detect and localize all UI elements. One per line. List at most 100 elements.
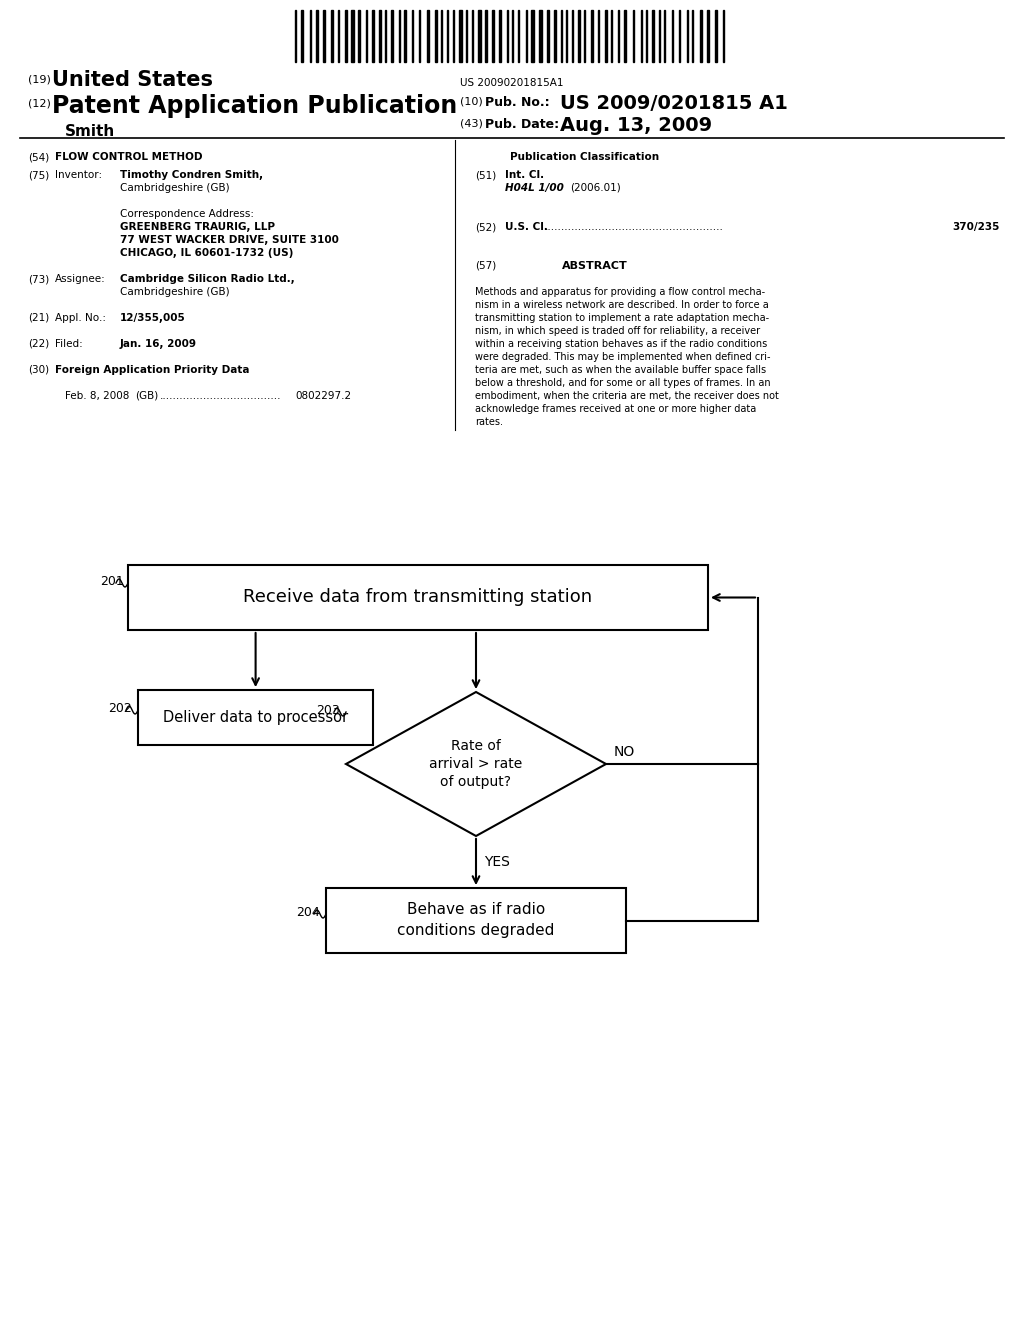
- Text: (30): (30): [28, 366, 49, 375]
- Text: Behave as if radio
conditions degraded: Behave as if radio conditions degraded: [397, 903, 555, 939]
- Text: below a threshold, and for some or all types of frames. In an: below a threshold, and for some or all t…: [475, 378, 771, 388]
- Bar: [692, 11, 693, 62]
- Bar: [512, 11, 513, 62]
- Bar: [658, 11, 659, 62]
- Text: (51): (51): [475, 170, 497, 180]
- Text: US 20090201815A1: US 20090201815A1: [460, 78, 564, 88]
- Bar: [366, 11, 367, 62]
- Text: were degraded. This may be implemented when defined cri-: were degraded. This may be implemented w…: [475, 352, 770, 362]
- Text: Jan. 16, 2009: Jan. 16, 2009: [120, 339, 197, 348]
- Bar: [531, 11, 534, 62]
- Bar: [453, 11, 454, 62]
- Text: Filed:: Filed:: [55, 339, 83, 348]
- Text: Inventor:: Inventor:: [55, 170, 102, 180]
- Text: transmitting station to implement a rate adaptation mecha-: transmitting station to implement a rate…: [475, 313, 769, 323]
- Text: Correspondence Address:: Correspondence Address:: [120, 209, 254, 219]
- Bar: [723, 11, 724, 62]
- Bar: [404, 11, 407, 62]
- Bar: [578, 11, 580, 62]
- Bar: [446, 11, 449, 62]
- Bar: [338, 11, 339, 62]
- Text: YES: YES: [484, 855, 510, 869]
- Bar: [391, 11, 393, 62]
- Bar: [611, 11, 612, 62]
- Text: FLOW CONTROL METHOD: FLOW CONTROL METHOD: [55, 152, 203, 162]
- Bar: [618, 11, 620, 62]
- Text: (22): (22): [28, 339, 49, 348]
- Text: Patent Application Publication: Patent Application Publication: [52, 94, 458, 117]
- Bar: [441, 11, 442, 62]
- Bar: [598, 11, 599, 62]
- Bar: [715, 11, 717, 62]
- Bar: [566, 11, 567, 62]
- Bar: [641, 11, 642, 62]
- Text: Methods and apparatus for providing a flow control mecha-: Methods and apparatus for providing a fl…: [475, 286, 765, 297]
- Text: 203: 203: [316, 704, 340, 717]
- Text: 202: 202: [109, 702, 132, 715]
- Bar: [138, 690, 373, 744]
- Text: US 2009/0201815 A1: US 2009/0201815 A1: [560, 94, 787, 114]
- Bar: [492, 11, 495, 62]
- Text: nism, in which speed is traded off for reliability, a receiver: nism, in which speed is traded off for r…: [475, 326, 760, 337]
- Bar: [412, 11, 414, 62]
- Text: NO: NO: [614, 744, 635, 759]
- Text: (GB): (GB): [135, 391, 159, 401]
- Bar: [434, 11, 437, 62]
- Text: Publication Classification: Publication Classification: [510, 152, 659, 162]
- Bar: [419, 11, 420, 62]
- Text: (12): (12): [28, 98, 51, 108]
- Bar: [460, 11, 462, 62]
- Bar: [652, 11, 654, 62]
- Text: (73): (73): [28, 275, 49, 284]
- Text: embodiment, when the criteria are met, the receiver does not: embodiment, when the criteria are met, t…: [475, 391, 779, 401]
- Bar: [380, 11, 381, 62]
- Bar: [427, 11, 429, 62]
- Text: (19): (19): [28, 75, 51, 84]
- Text: H04L 1/00: H04L 1/00: [505, 183, 564, 193]
- Text: 12/355,005: 12/355,005: [120, 313, 185, 323]
- Bar: [585, 11, 586, 62]
- Bar: [525, 11, 527, 62]
- Text: nism in a wireless network are described. In order to force a: nism in a wireless network are described…: [475, 300, 769, 310]
- Bar: [507, 11, 508, 62]
- Bar: [707, 11, 710, 62]
- Text: Pub. Date:: Pub. Date:: [485, 117, 559, 131]
- Bar: [398, 11, 399, 62]
- Text: Smith: Smith: [65, 124, 116, 139]
- Text: (43): (43): [460, 117, 483, 128]
- Text: U.S. Cl.: U.S. Cl.: [505, 222, 548, 232]
- Text: Aug. 13, 2009: Aug. 13, 2009: [560, 116, 712, 135]
- Bar: [331, 11, 333, 62]
- Text: Int. Cl.: Int. Cl.: [505, 170, 544, 180]
- Bar: [604, 11, 607, 62]
- Bar: [295, 11, 296, 62]
- Bar: [633, 11, 634, 62]
- Bar: [572, 11, 573, 62]
- Text: 0802297.2: 0802297.2: [295, 391, 351, 401]
- Bar: [485, 11, 487, 62]
- Text: Cambridgeshire (GB): Cambridgeshire (GB): [120, 183, 229, 193]
- Bar: [385, 11, 386, 62]
- Bar: [591, 11, 593, 62]
- Text: United States: United States: [52, 70, 213, 90]
- Text: ....................................: ....................................: [160, 391, 282, 401]
- Text: 204: 204: [296, 906, 319, 919]
- Text: rates.: rates.: [475, 417, 503, 426]
- Bar: [316, 11, 317, 62]
- Text: (52): (52): [475, 222, 497, 232]
- Bar: [679, 11, 680, 62]
- Text: within a receiving station behaves as if the radio conditions: within a receiving station behaves as if…: [475, 339, 767, 348]
- Text: (54): (54): [28, 152, 49, 162]
- Text: (10): (10): [460, 96, 482, 106]
- Bar: [554, 11, 556, 62]
- Bar: [672, 11, 673, 62]
- Bar: [547, 11, 550, 62]
- Bar: [499, 11, 501, 62]
- Bar: [351, 11, 353, 62]
- Text: Deliver data to processor: Deliver data to processor: [163, 710, 348, 725]
- Bar: [128, 565, 708, 630]
- Text: Cambridge Silicon Radio Ltd.,: Cambridge Silicon Radio Ltd.,: [120, 275, 295, 284]
- Text: acknowledge frames received at one or more higher data: acknowledge frames received at one or mo…: [475, 404, 757, 414]
- Text: ABSTRACT: ABSTRACT: [562, 261, 628, 271]
- Bar: [309, 11, 310, 62]
